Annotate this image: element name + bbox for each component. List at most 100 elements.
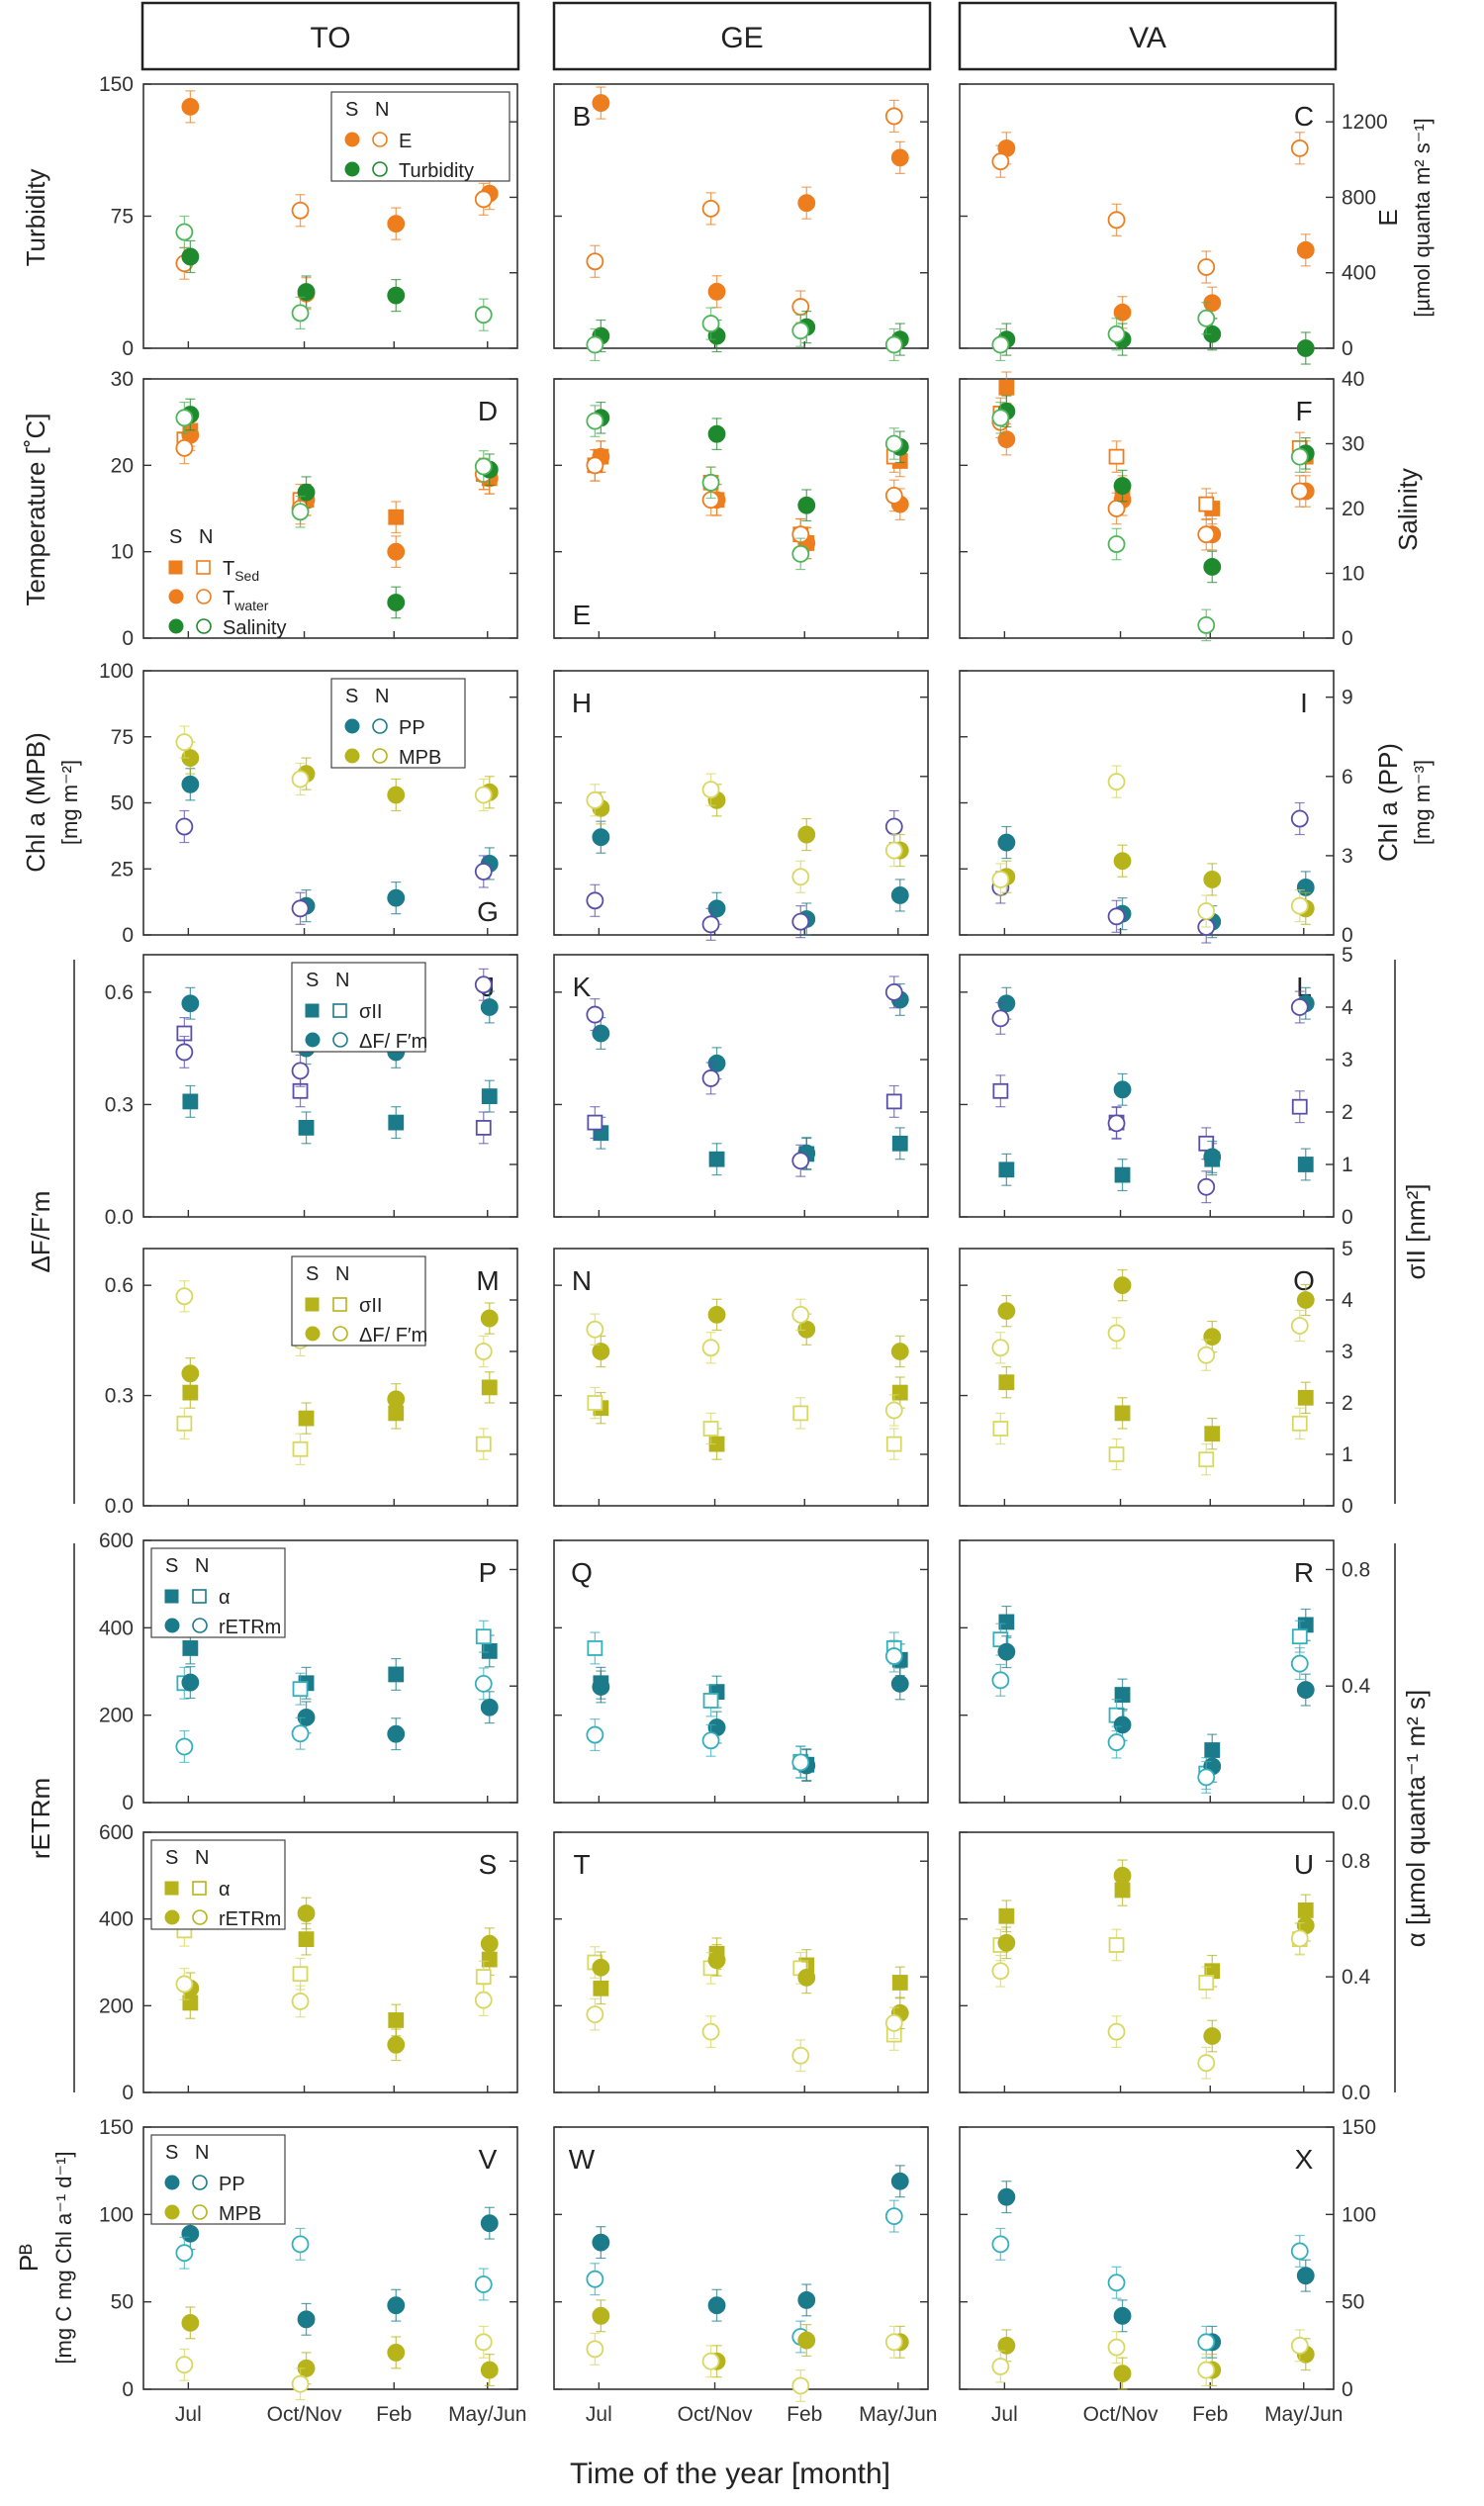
tick-label-right: 2: [1342, 1392, 1353, 1415]
panel-letter: I: [1300, 688, 1308, 718]
tick-label-right: 1200: [1342, 111, 1388, 134]
legend-marker-open: [372, 161, 388, 177]
data-point-circle: [387, 888, 406, 907]
tick-label-right: 0: [1342, 1206, 1353, 1229]
y-title-alpha: α [µmol quanta⁻¹ m² s]: [1401, 1690, 1431, 1947]
panel-letter: N: [572, 1265, 592, 1296]
tick-label-left: 150: [99, 2116, 134, 2139]
panel-letter: G: [477, 896, 499, 927]
data-point-circle: [586, 252, 604, 271]
data-point-circle: [1113, 1276, 1132, 1295]
legend-header-s: S: [345, 99, 358, 121]
panel-frame: [142, 1539, 518, 1804]
data-point-circle: [1197, 616, 1216, 634]
tick-label-right: 0.4: [1342, 1966, 1371, 1989]
data-point-square: [475, 1120, 492, 1136]
data-point-circle: [1113, 477, 1132, 495]
tick-label-right: 3: [1342, 1049, 1353, 1071]
data-point-square: [998, 1614, 1015, 1630]
legend: S N PP MPB: [330, 678, 466, 769]
panel-w: Jul Oct/Nov Feb May/Jun W: [553, 2126, 937, 2426]
legend-label: α: [219, 1879, 231, 1901]
data-point-circle: [474, 786, 493, 804]
data-point-square: [992, 1082, 1009, 1099]
data-point-circle: [387, 2343, 406, 2362]
data-point-square: [475, 1969, 492, 1986]
data-point-square: [792, 1405, 809, 1422]
tick-label-right: 0.0: [1342, 1792, 1370, 1814]
legend-marker-filled: [305, 1326, 321, 1342]
panel-h: H: [553, 670, 929, 941]
tick-label-left: 150: [99, 73, 134, 96]
legend-box: [330, 91, 510, 182]
data-point-circle: [707, 1305, 726, 1324]
data-point-circle: [586, 2270, 604, 2288]
legend: S N PP MPB: [150, 2134, 286, 2225]
panel-letter: P: [479, 1557, 498, 1588]
data-point-circle: [997, 1642, 1016, 1661]
data-point-circle: [991, 1962, 1010, 1981]
data-point-circle: [175, 1287, 194, 1306]
column-header-box-ge: [552, 1, 932, 71]
data-point-circle: [1290, 1654, 1309, 1673]
tick-label-left: 100: [99, 660, 134, 683]
tick-label-left: 600: [99, 1530, 134, 1552]
data-point-square: [1108, 1446, 1125, 1462]
legend-marker-filled: [164, 2204, 180, 2220]
legend-marker-open: [196, 560, 211, 575]
data-point-circle: [707, 1951, 726, 1970]
legend-label: Salinity: [223, 617, 286, 639]
data-point-circle: [701, 199, 720, 218]
data-point-square: [998, 1161, 1015, 1178]
data-point-circle: [1203, 871, 1222, 888]
data-point-circle: [586, 412, 604, 430]
data-point-square: [587, 1114, 603, 1131]
data-point-square: [1291, 1628, 1308, 1645]
data-point-circle: [175, 733, 194, 751]
month-label: May/Jun: [1264, 2403, 1343, 2426]
tick-label-left: 0: [122, 2082, 134, 2104]
tick-label-right: 3: [1342, 845, 1353, 868]
panel-frame: [959, 1539, 1335, 1804]
panel-letter: Q: [571, 1557, 593, 1588]
data-point-circle: [701, 2022, 720, 2041]
data-point-circle: [1197, 1177, 1216, 1196]
tick-label-left: 0.3: [105, 1385, 134, 1408]
tick-label-right: 0.4: [1342, 1675, 1371, 1698]
legend: S N TSed Twater Salinity: [168, 526, 286, 639]
data-point-circle: [387, 2296, 406, 2315]
data-point-circle: [1296, 2267, 1315, 2285]
legend-marker-open: [332, 1297, 347, 1312]
panel-p: 0 200 400 600 P S Nα rETRm: [99, 1530, 518, 1814]
data-point-circle: [791, 1305, 810, 1324]
column-header-ge: GE: [720, 22, 763, 54]
tick-label-left: 0: [122, 2378, 134, 2401]
data-point-square: [1108, 1937, 1125, 1953]
tick-label-right: 400: [1342, 262, 1376, 285]
data-point-circle: [181, 775, 200, 793]
data-point-circle: [1290, 482, 1309, 501]
panel-letter: B: [573, 101, 592, 132]
tick-label-right: 0.8: [1342, 1558, 1370, 1581]
data-point-square: [1204, 1426, 1221, 1442]
data-point-circle: [175, 409, 194, 427]
data-point-circle: [175, 1975, 194, 1994]
data-point-square: [1291, 1415, 1308, 1432]
data-point-circle: [1197, 1768, 1216, 1787]
y-title-pb-units: [mg C mg Chl a⁻¹ d⁻¹]: [51, 2151, 76, 2364]
legend-header-n: N: [375, 686, 389, 707]
data-point-circle: [175, 223, 194, 241]
y-title-e-units: [µmol quanta m² s⁻¹]: [1410, 118, 1435, 318]
data-point-circle: [1113, 2365, 1132, 2383]
legend: S NE Turbidity: [330, 91, 510, 182]
panel-frame: [959, 2126, 1335, 2390]
panel-frame: [553, 1539, 929, 1804]
tick-label-right: 10: [1342, 563, 1364, 586]
panel-frame: [959, 670, 1335, 936]
tick-label-right: 40: [1342, 368, 1364, 391]
data-point-circle: [1113, 1716, 1132, 1734]
